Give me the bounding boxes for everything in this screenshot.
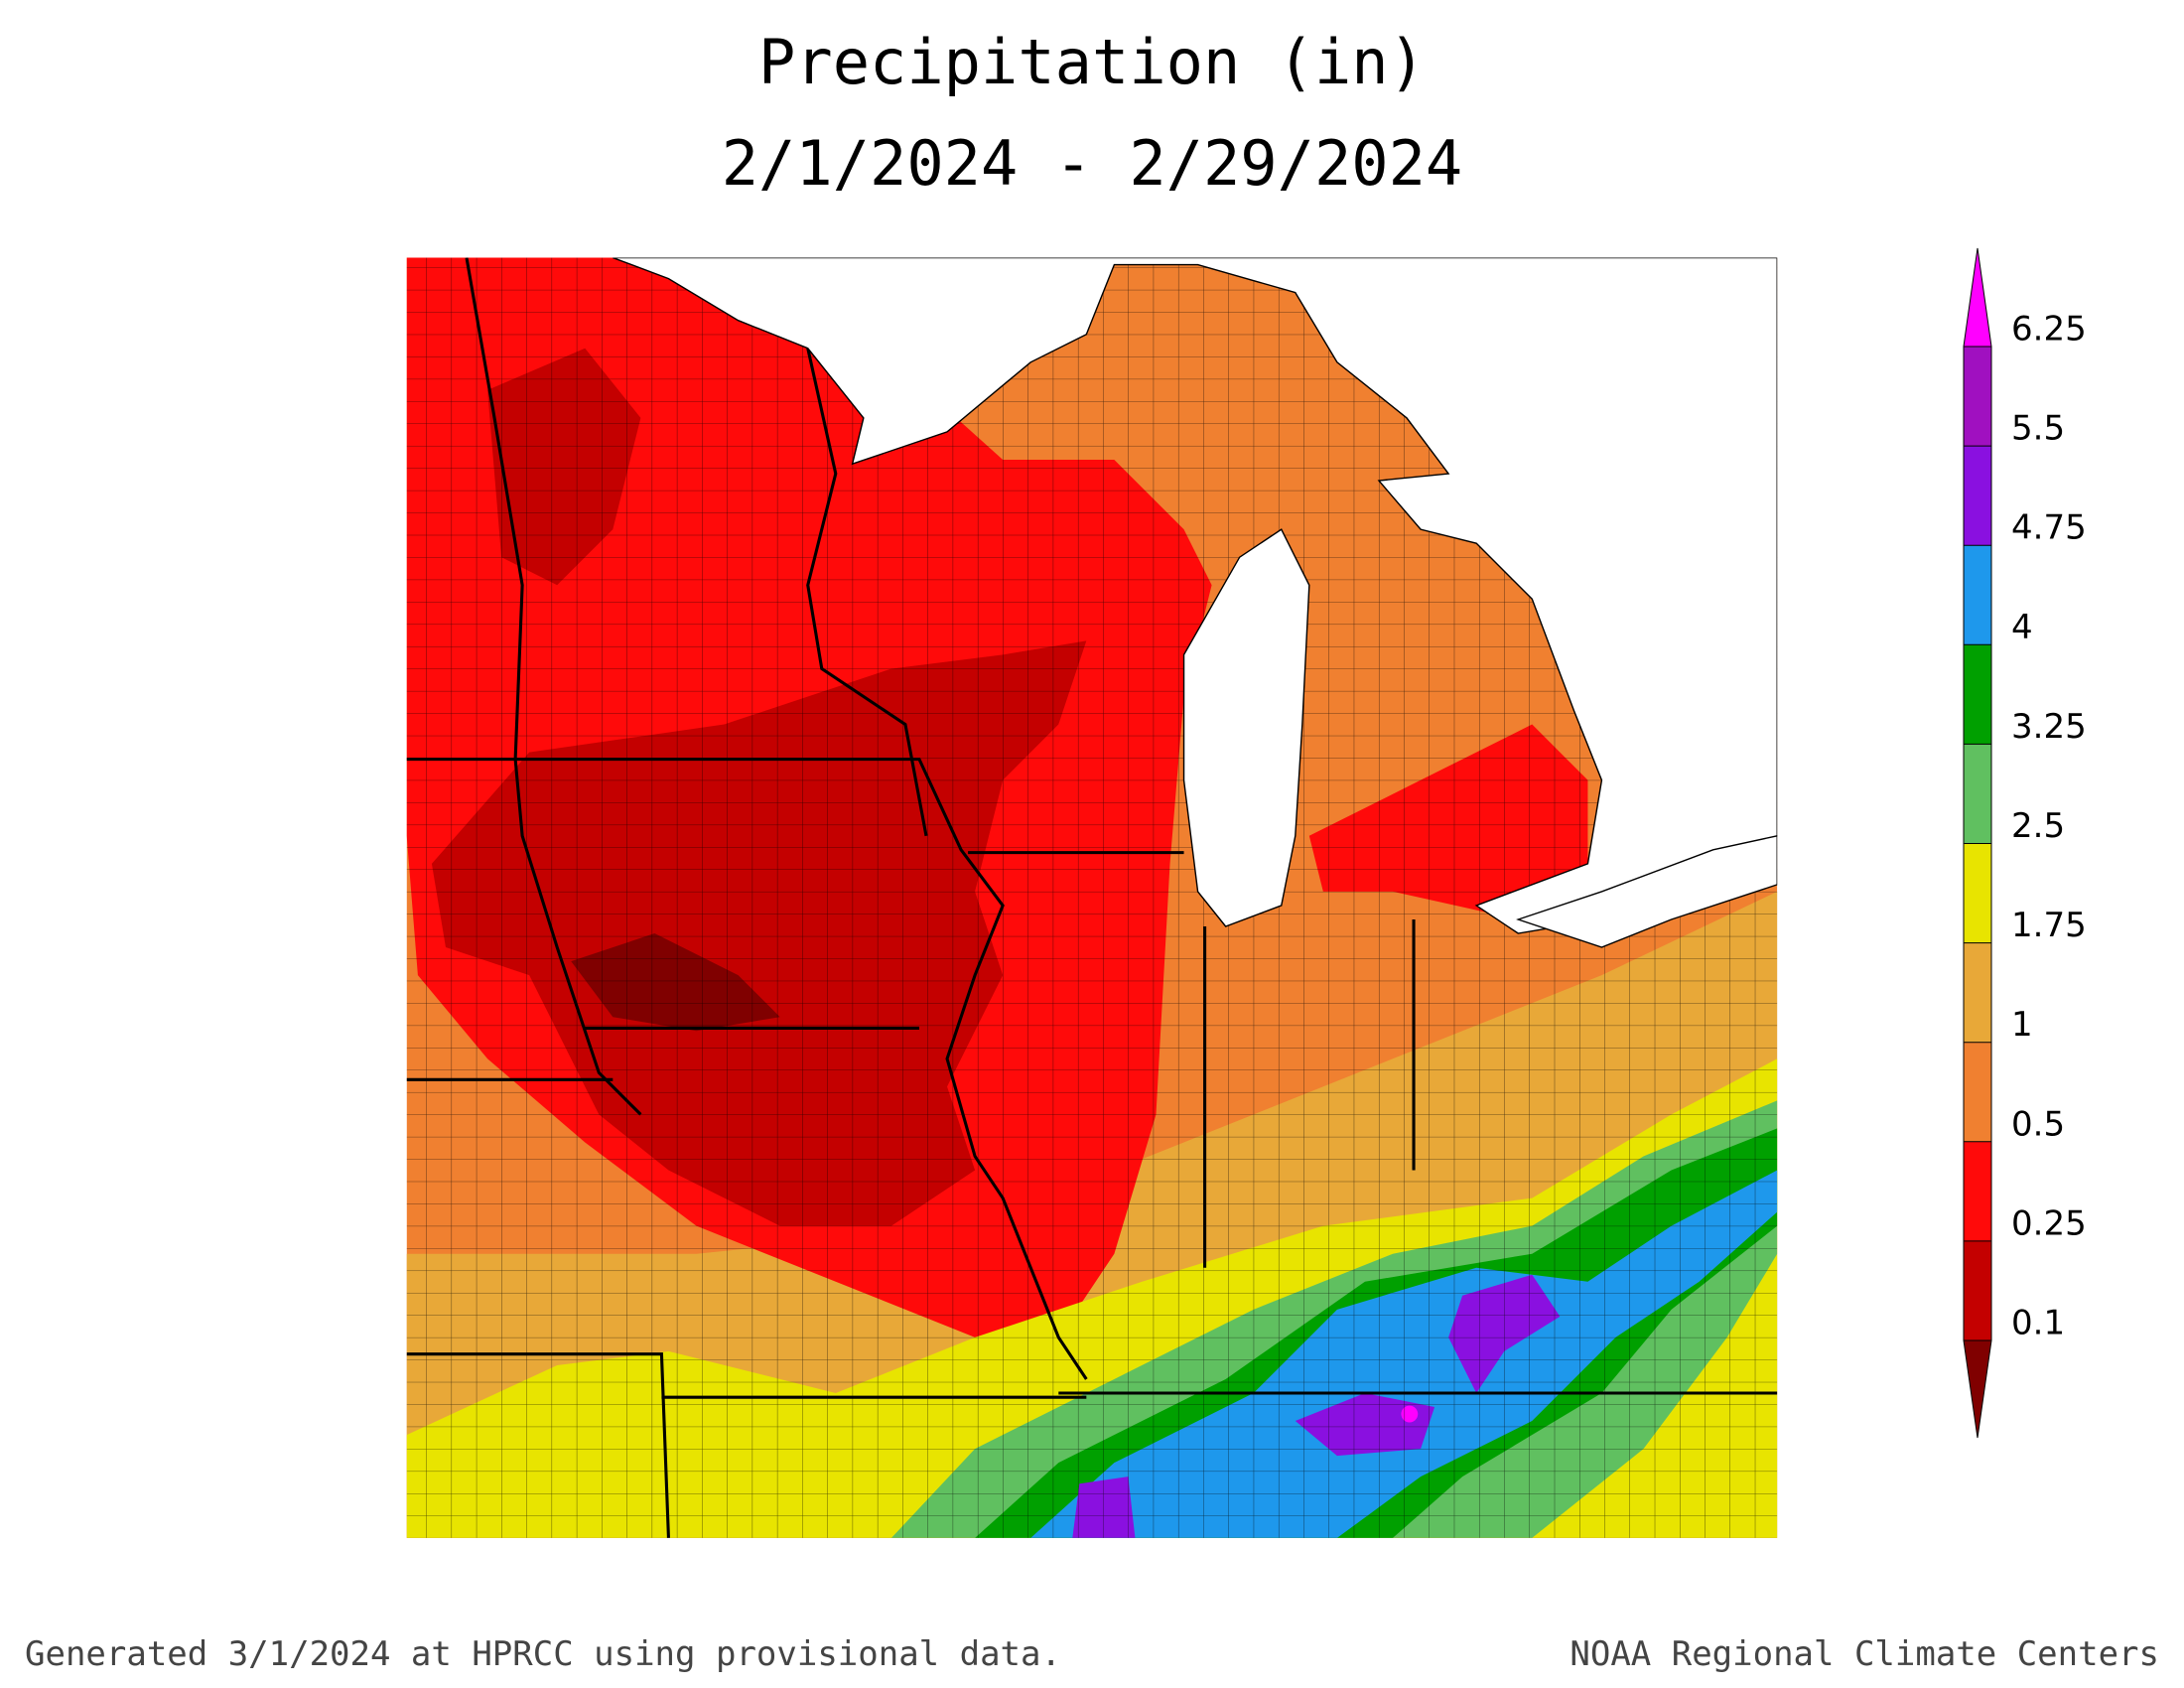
colorbar-bin bbox=[1964, 843, 1991, 943]
colorbar-label: 2.5 bbox=[2011, 806, 2065, 846]
colorbar-label: 4 bbox=[2011, 608, 2033, 647]
colorbar-bin bbox=[1964, 1240, 1991, 1340]
colorbar-label: 1 bbox=[2011, 1005, 2033, 1045]
footer-left: Generated 3/1/2024 at HPRCC using provis… bbox=[25, 1634, 1061, 1674]
colorbar-label: 3.25 bbox=[2011, 707, 2087, 747]
colorbar-bin bbox=[1964, 1042, 1991, 1142]
colorbar-bin bbox=[1964, 1141, 1991, 1241]
colorbar-label: 4.75 bbox=[2011, 508, 2087, 548]
colorbar-label: 5.5 bbox=[2011, 409, 2065, 449]
colorbar-label: 0.5 bbox=[2011, 1104, 2065, 1144]
colorbar-label: 0.1 bbox=[2011, 1304, 2065, 1343]
colorbar-high-triangle bbox=[1964, 248, 1991, 347]
title-line-2: 2/1/2024 - 2/29/2024 bbox=[722, 127, 1463, 200]
title-line-1: Precipitation (in) bbox=[758, 26, 1426, 98]
colorbar-label: 1.75 bbox=[2011, 906, 2087, 945]
colorbar-bin bbox=[1964, 942, 1991, 1043]
colorbar-label: 6.25 bbox=[2011, 310, 2087, 350]
colorbar-label: 0.25 bbox=[2011, 1203, 2087, 1243]
colorbar: 0.1 0.25 0.5 1 1.75 2.5 3.25 4 4.75 5.5 6.25 bbox=[1963, 247, 2087, 1439]
colorbar-bin bbox=[1964, 744, 1991, 844]
colorbar-bin bbox=[1964, 446, 1991, 546]
colorbar-bin bbox=[1964, 347, 1991, 447]
state-border bbox=[406, 257, 1778, 1538]
lake-erie bbox=[1516, 835, 1778, 948]
colorbar-low-triangle bbox=[1964, 1340, 1991, 1438]
footer-right: NOAA Regional Climate Centers bbox=[1570, 1634, 2159, 1674]
lake-michigan bbox=[1182, 528, 1310, 927]
colorbar-bin bbox=[1964, 545, 1991, 645]
colorbar-bin bbox=[1964, 644, 1991, 745]
map bbox=[406, 257, 1778, 1538]
